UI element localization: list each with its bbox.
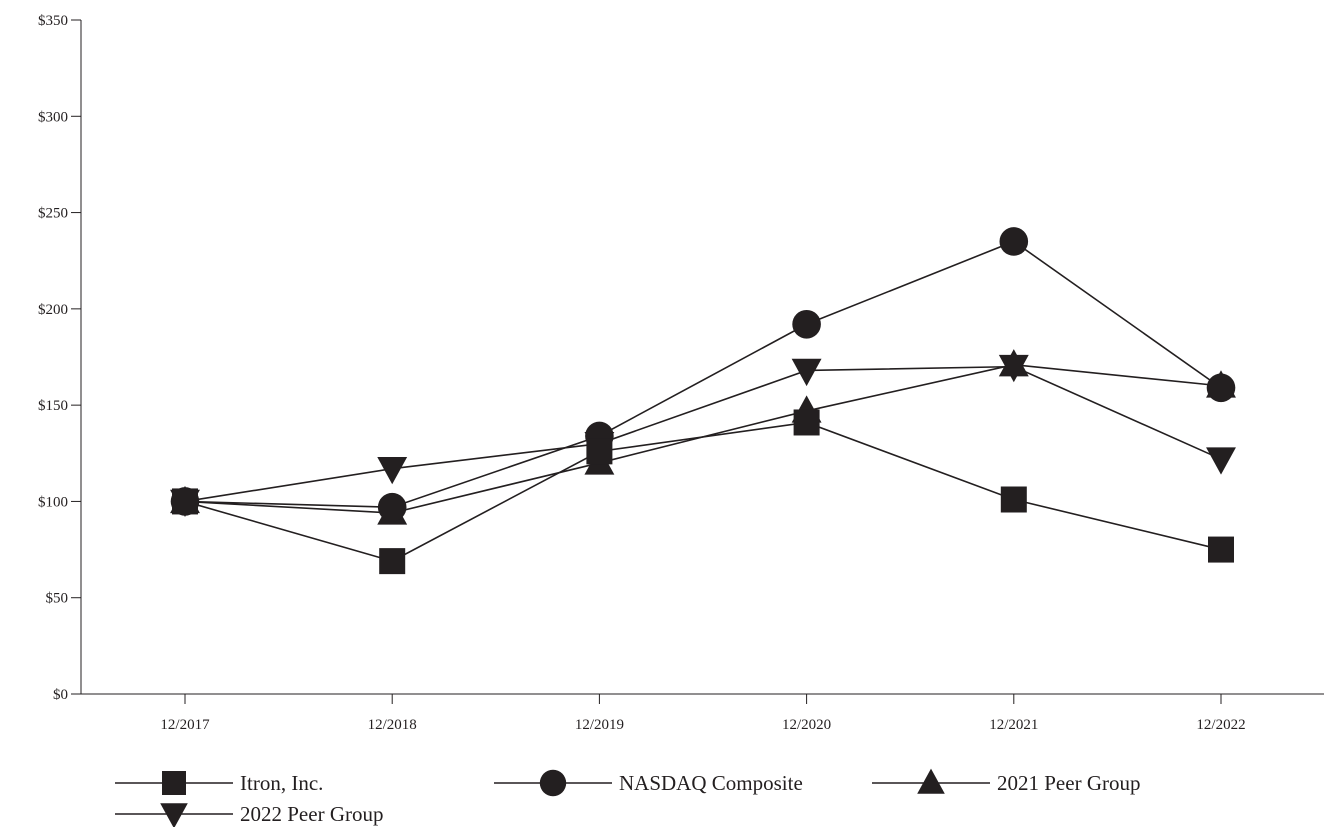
data-point-triangle-up	[998, 349, 1029, 377]
y-tick-label: $200	[38, 302, 68, 318]
x-tick-label: 12/2020	[782, 717, 831, 733]
data-point-square	[586, 438, 613, 465]
legend-item: Itron, Inc.	[115, 771, 323, 795]
axes: $0 $50 $100 $150 $200 $250 $300 $350 12/2017 12/2…	[38, 13, 1324, 733]
x-tick-label: 12/2017	[160, 717, 210, 733]
series-line-square	[184, 421, 1222, 562]
y-tick-label: $350	[38, 13, 68, 29]
data-point-triangle-down	[1206, 447, 1236, 475]
data-point-square	[793, 409, 820, 436]
y-tick-label: $50	[46, 591, 69, 607]
x-tick-label: 12/2021	[989, 717, 1038, 733]
y-tick-label: $300	[38, 109, 68, 125]
series-line-triangle-up	[184, 363, 1222, 514]
legend-label: 2021 Peer Group	[997, 771, 1140, 795]
data-point-square	[162, 771, 186, 795]
data-point-triangle-up	[917, 768, 945, 794]
x-tick-label: 12/2019	[575, 717, 624, 733]
legend-label: Itron, Inc.	[240, 771, 323, 795]
legend: Itron, Inc. NASDAQ Composite 2021 Peer Gro…	[115, 768, 1140, 827]
data-point-circle	[1206, 373, 1236, 403]
data-point-triangle-down	[791, 358, 822, 387]
data-point-circle	[377, 492, 407, 522]
legend-label: 2022 Peer Group	[240, 802, 383, 826]
data-point-circle	[792, 309, 821, 339]
data-point-circle	[539, 769, 567, 797]
data-point-square	[379, 548, 406, 575]
data-point-square	[172, 488, 198, 515]
y-tick-label: $0	[53, 687, 68, 703]
series-line-circle	[184, 240, 1222, 509]
legend-item: NASDAQ Composite	[494, 769, 803, 797]
data-point-square	[1000, 486, 1027, 513]
x-tick-label: 12/2018	[368, 717, 417, 733]
series-layer	[170, 227, 1236, 575]
data-point-circle	[999, 227, 1029, 256]
data-point-triangle-down	[377, 456, 408, 485]
legend-item: 2022 Peer Group	[115, 802, 383, 827]
data-point-triangle-down	[160, 803, 188, 827]
x-tick-label: 12/2022	[1196, 717, 1245, 733]
y-tick-label: $250	[38, 206, 68, 222]
legend-label: NASDAQ Composite	[619, 771, 803, 795]
series-line-triangle-down	[184, 365, 1222, 503]
y-tick-label: $150	[38, 398, 68, 414]
data-point-square	[1208, 536, 1234, 563]
legend-item: 2021 Peer Group	[872, 768, 1140, 795]
y-tick-label: $100	[38, 494, 68, 510]
